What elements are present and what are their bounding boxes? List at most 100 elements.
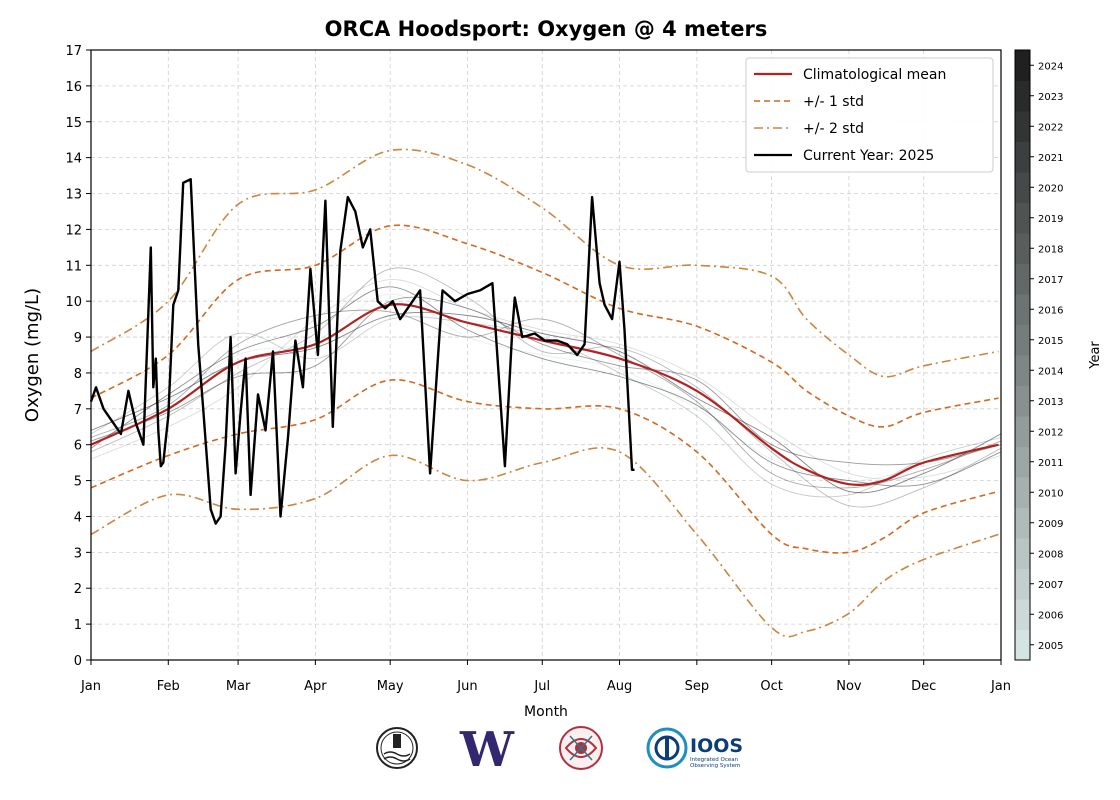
legend-box	[745, 57, 994, 173]
y-tick-label: 2	[74, 582, 82, 597]
legend-label: +/- 2 std	[803, 121, 864, 137]
colorbar-tick-label: 2019	[1038, 214, 1063, 225]
historical-line-2014	[90, 267, 1002, 508]
colorbar-tick-label: 2023	[1038, 92, 1063, 103]
colorbar-tick-label: 2024	[1038, 61, 1063, 72]
colorbar-segment	[1015, 568, 1030, 600]
svg-text:Observing System: Observing System	[690, 763, 740, 769]
colorbar-segment	[1015, 263, 1030, 295]
y-tick-label: 14	[65, 152, 82, 167]
colorbar-segment	[1015, 385, 1030, 417]
colorbar-segment	[1015, 324, 1030, 356]
colorbar-segment	[1015, 141, 1030, 173]
current-year-series	[89, 178, 635, 525]
current-year-line	[89, 178, 635, 525]
y-tick-label: 10	[65, 295, 82, 310]
historical-line-2020	[90, 296, 1002, 466]
colorbar-tick-label: 2014	[1038, 366, 1063, 377]
colorbar-tick-label: 2005	[1038, 641, 1063, 652]
x-tick-label: Jan	[80, 679, 101, 694]
x-tick-label: Feb	[157, 679, 180, 694]
y-tick-label: 16	[65, 80, 82, 95]
logo-strip: W IOOS Integrated Ocean Observing System	[370, 722, 750, 778]
colorbar-tick-label: 2021	[1038, 153, 1063, 164]
colorbar-tick-label: 2017	[1038, 275, 1063, 286]
colorbar-segment	[1015, 599, 1030, 630]
colorbar-tick-label: 2010	[1038, 488, 1063, 499]
x-tick-label: Apr	[304, 679, 327, 694]
colorbar-segment	[1015, 507, 1030, 539]
x-tick-label: May	[377, 679, 404, 694]
colorbar-tick-label: 2011	[1038, 458, 1063, 469]
tribal-logo	[559, 726, 603, 770]
chart-title: ORCA Hoodsport: Oxygen @ 4 meters	[325, 17, 768, 41]
y-tick-label: 9	[74, 331, 82, 346]
colorbar-segment	[1015, 233, 1030, 264]
y-tick-label: 13	[65, 188, 82, 203]
x-tick-label: Dec	[911, 679, 936, 694]
colorbar-segment	[1015, 416, 1030, 447]
colorbar-segment	[1015, 477, 1030, 508]
uw-logo: W	[459, 722, 515, 778]
y-tick-label: 1	[74, 618, 82, 633]
colorbar-tick-label: 2006	[1038, 610, 1063, 621]
colorbar-tick-label: 2009	[1038, 519, 1063, 530]
colorbar: 2005 2006 2007 2008 2009 2010 2011 2012 2013 2014…	[1014, 49, 1063, 661]
x-axis: Jan Feb Mar Apr May Jun Jul Aug Sep Oct Nov Dec Jan	[80, 660, 1011, 694]
colorbar-label: Year	[1088, 341, 1103, 370]
historical-line-2017	[90, 309, 1002, 489]
colorbar-tick-label: 2022	[1038, 122, 1063, 133]
colorbar-segment	[1015, 111, 1030, 142]
x-tick-label: Aug	[607, 679, 632, 694]
svg-text:W: W	[459, 722, 515, 776]
colorbar-tick-label: 2008	[1038, 549, 1063, 560]
historical-series	[90, 267, 1002, 508]
legend-label: Current Year: 2025	[803, 148, 934, 164]
lower-2std-line	[90, 447, 999, 638]
svg-text:Integrated Ocean: Integrated Ocean	[690, 757, 739, 763]
colorbar-frame	[1014, 49, 1031, 661]
colorbar-segment	[1015, 446, 1030, 478]
y-axis-label: Oxygen (mg/L)	[22, 288, 43, 422]
y-tick-label: 12	[65, 223, 82, 238]
orca-buoy-logo	[376, 727, 418, 769]
historical-line-2011	[90, 316, 1002, 498]
x-axis-label: Month	[524, 704, 568, 720]
historical-line-2008	[90, 279, 1002, 480]
upper-1std-line	[90, 224, 999, 428]
x-tick-label: Nov	[836, 679, 862, 694]
y-tick-label: 4	[74, 510, 82, 525]
colorbar-segment	[1015, 172, 1030, 203]
x-tick-label: Jun	[456, 679, 477, 694]
legend: Climatological mean +/- 1 std +/- 2 std Cur…	[745, 57, 994, 173]
y-tick-label: 6	[74, 439, 82, 454]
y-tick-label: 3	[74, 546, 82, 561]
legend-label: Climatological mean	[803, 67, 946, 83]
colorbar-segment	[1015, 355, 1030, 386]
colorbar-segment	[1015, 538, 1030, 569]
colorbar-tick-label: 2015	[1038, 336, 1063, 347]
colorbar-segment	[1015, 80, 1030, 112]
y-tick-label: 7	[74, 403, 82, 418]
colorbar-segment	[1015, 629, 1030, 661]
x-tick-label: Oct	[760, 679, 782, 694]
colorbar-tick-label: 2012	[1038, 427, 1063, 438]
x-tick-label: Mar	[226, 679, 251, 694]
logos-svg: W IOOS Integrated Ocean Observing System	[376, 722, 743, 778]
colorbar-tick-label: 2013	[1038, 397, 1063, 408]
y-tick-label: 11	[65, 259, 82, 274]
colorbar-tick-label: 2018	[1038, 244, 1063, 255]
y-tick-label: 17	[65, 44, 82, 59]
svg-text:IOOS: IOOS	[690, 735, 743, 757]
x-tick-label: Jan	[990, 679, 1011, 694]
colorbar-tick-label: 2016	[1038, 305, 1063, 316]
ioos-logo: IOOS Integrated Ocean Observing System	[646, 727, 743, 769]
historical-line-2022	[90, 286, 1002, 487]
colorbar-segment	[1015, 202, 1030, 234]
y-tick-label: 0	[74, 654, 82, 669]
upper-2std-line	[90, 148, 999, 378]
colorbar-tick-label: 2020	[1038, 183, 1063, 194]
x-tick-label: Jul	[533, 679, 550, 694]
